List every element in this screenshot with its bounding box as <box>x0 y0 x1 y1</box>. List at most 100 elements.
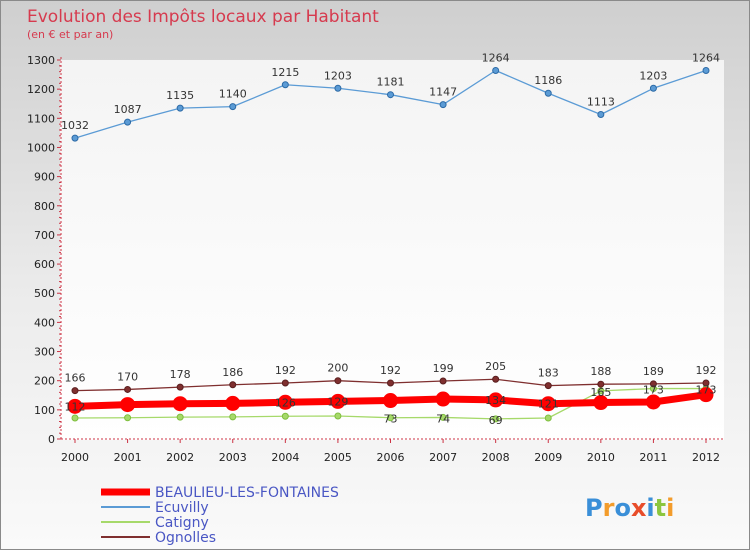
data-label-catigny: 69 <box>489 414 503 427</box>
data-label-ecuvilly: 1264 <box>482 51 510 64</box>
series-lines <box>67 66 714 423</box>
y-tick-label: 600 <box>34 258 55 271</box>
chart-title: Evolution des Impôts locaux par Habitant <box>27 7 379 27</box>
legend: BEAULIEU-LES-FONTAINESEcuvillyCatignyOgn… <box>101 485 339 546</box>
y-tick-label: 500 <box>34 287 55 300</box>
x-tick-label: 2001 <box>114 451 142 464</box>
data-point-beaulieu-les-fontaines <box>120 397 136 413</box>
data-point-beaulieu-les-fontaines <box>277 394 293 410</box>
data-label-ecuvilly: 1147 <box>429 86 457 99</box>
x-tick-label: 2012 <box>692 451 720 464</box>
y-tick-label: 1200 <box>27 83 55 96</box>
data-label-ognolles: 186 <box>222 366 243 379</box>
data-point-beaulieu-les-fontaines <box>593 395 609 411</box>
data-point-ognolles <box>229 381 237 389</box>
data-label-ecuvilly: 1186 <box>534 74 562 87</box>
data-label-beaulieu-les-fontaines: 126 <box>275 396 296 409</box>
data-point-ecuvilly <box>229 103 237 111</box>
y-tick-label: 300 <box>34 346 55 359</box>
data-point-beaulieu-les-fontaines <box>330 393 346 409</box>
x-tick-label: 2005 <box>324 451 352 464</box>
data-label-ognolles: 166 <box>65 372 86 385</box>
data-point-catigny <box>544 414 552 422</box>
legend-label-catigny: Catigny <box>155 515 209 531</box>
data-point-catigny <box>176 413 184 421</box>
data-point-catigny <box>597 387 605 395</box>
data-point-catigny <box>229 413 237 421</box>
data-point-ecuvilly <box>544 89 552 97</box>
data-point-ognolles <box>281 379 289 387</box>
data-point-catigny <box>281 412 289 420</box>
logo-text: Proxiti <box>585 494 674 522</box>
data-label-ecuvilly: 1203 <box>324 69 352 82</box>
data-point-beaulieu-les-fontaines <box>698 387 714 403</box>
data-point-beaulieu-les-fontaines <box>645 394 661 410</box>
data-point-ecuvilly <box>439 101 447 109</box>
data-point-ognolles <box>649 380 657 388</box>
data-point-catigny <box>334 412 342 420</box>
data-point-ognolles <box>71 387 79 395</box>
data-point-ecuvilly <box>492 66 500 74</box>
axes: 0 100 200 300 400 500 600 700 800 900 1000 1100 1200… <box>27 54 724 464</box>
data-point-ognolles <box>492 375 500 383</box>
data-label-ecuvilly: 1264 <box>692 51 720 64</box>
data-point-beaulieu-les-fontaines <box>383 393 398 409</box>
data-label-ecuvilly: 1203 <box>639 69 667 82</box>
data-point-ognolles <box>597 380 605 388</box>
proxiti-logo: Proxiti <box>585 494 674 522</box>
data-point-catigny <box>124 414 132 422</box>
data-label-beaulieu-les-fontaines: 112 <box>65 400 86 413</box>
legend-label-beaulieu-les-fontaines: BEAULIEU-LES-FONTAINES <box>155 485 339 501</box>
data-labels: 112 126 129 134 121 1032 1087 1135 1140 1215 1203 1… <box>61 51 720 426</box>
data-point-ecuvilly <box>334 84 342 92</box>
legend-label-ecuvilly: Ecuvilly <box>155 500 209 516</box>
data-point-catigny <box>387 414 394 422</box>
x-tick-label: 2006 <box>377 451 405 464</box>
data-label-catigny: 173 <box>643 384 664 397</box>
y-tick-label: 1100 <box>27 112 55 125</box>
data-point-ognolles <box>124 385 132 393</box>
data-label-ognolles: 192 <box>696 364 717 377</box>
x-tick-label: 2007 <box>429 451 457 464</box>
data-point-ognolles <box>439 377 447 385</box>
data-point-ecuvilly <box>281 81 289 89</box>
data-label-ognolles: 199 <box>433 362 454 375</box>
data-point-catigny <box>439 413 447 421</box>
chart-subtitle: (en € et par an) <box>27 28 113 41</box>
data-label-ognolles: 183 <box>538 367 559 380</box>
data-point-ognolles <box>176 383 184 391</box>
x-tick-label: 2004 <box>271 451 299 464</box>
y-tick-label: 800 <box>34 200 55 213</box>
data-point-ecuvilly <box>124 118 132 126</box>
data-point-ognolles <box>544 382 552 390</box>
data-point-ognolles <box>387 379 394 387</box>
data-point-ecuvilly <box>71 134 79 142</box>
data-point-ecuvilly <box>649 84 657 92</box>
data-label-ognolles: 189 <box>643 365 664 378</box>
y-tick-label: 400 <box>34 316 55 329</box>
y-tick-label: 100 <box>34 404 55 417</box>
data-point-beaulieu-les-fontaines <box>67 398 83 414</box>
data-label-beaulieu-les-fontaines: 121 <box>538 398 559 411</box>
data-label-ognolles: 170 <box>117 370 138 383</box>
data-point-ecuvilly <box>702 66 710 74</box>
data-point-beaulieu-les-fontaines <box>435 391 451 407</box>
x-tick-label: 2009 <box>534 451 562 464</box>
data-point-ognolles <box>334 377 342 385</box>
data-label-catigny: 73 <box>384 413 398 426</box>
x-tick-label: 2000 <box>61 451 89 464</box>
data-label-beaulieu-les-fontaines: 129 <box>327 395 348 408</box>
data-label-beaulieu-les-fontaines: 134 <box>485 394 506 407</box>
data-point-beaulieu-les-fontaines <box>225 395 241 411</box>
data-label-ognolles: 192 <box>380 364 401 377</box>
x-tick-label: 2003 <box>219 451 247 464</box>
data-label-ognolles: 200 <box>327 362 348 375</box>
y-tick-label: 0 <box>48 433 55 446</box>
y-tick-label: 200 <box>34 375 55 388</box>
y-tick-label: 1000 <box>27 141 55 154</box>
data-point-ecuvilly <box>387 91 394 99</box>
data-label-ecuvilly: 1087 <box>114 103 142 116</box>
x-tick-label: 2002 <box>166 451 194 464</box>
